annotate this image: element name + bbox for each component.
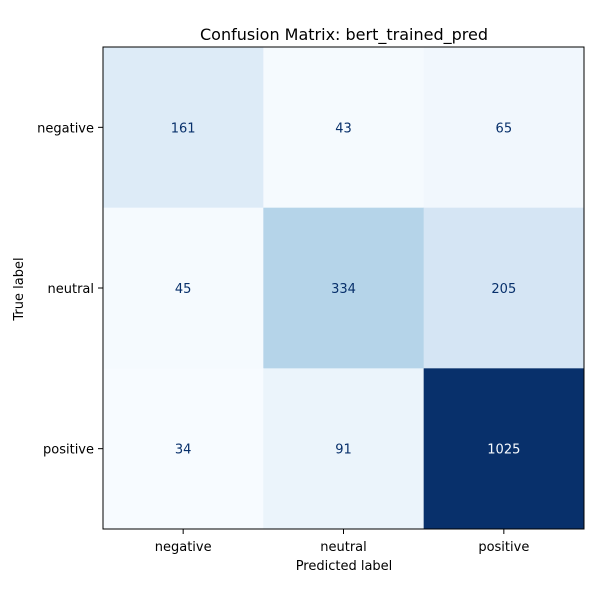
cell-value-positive-negative: 34: [175, 443, 192, 458]
cell-value-neutral-negative: 45: [175, 282, 192, 297]
cell-value-negative-neutral: 43: [335, 121, 352, 136]
x-tick-label-negative: negative: [155, 540, 212, 555]
x-tick-label-neutral: neutral: [320, 540, 367, 555]
y-axis-ticks: negative neutral positive: [37, 121, 103, 458]
matrix-cell-negative-neutral: [263, 47, 425, 209]
cell-value-negative-negative: 161: [171, 121, 196, 136]
cell-value-neutral-positive: 205: [491, 282, 516, 297]
matrix-cell-positive-neutral: [263, 368, 425, 530]
matrix-cell-neutral-positive: [423, 207, 585, 369]
matrix-cell-neutral-neutral: [263, 207, 425, 369]
cell-value-positive-neutral: 91: [335, 443, 352, 458]
cell-value-positive-positive: 1025: [487, 443, 520, 458]
matrix-cells: [103, 47, 585, 530]
cell-value-negative-positive: 65: [496, 121, 513, 136]
matrix-cell-positive-negative: [103, 368, 264, 530]
matrix-cell-neutral-negative: [103, 207, 264, 369]
y-tick-label-neutral: neutral: [48, 282, 95, 297]
chart-title: Confusion Matrix: bert_trained_pred: [200, 25, 488, 45]
matrix-cell-labels: 161 43 65 45 334 205 34 91 1025: [171, 121, 521, 457]
matrix-cell-negative-negative: [103, 47, 264, 209]
y-axis-label: True label: [12, 257, 27, 321]
y-tick-label-negative: negative: [37, 121, 94, 136]
y-tick-label-positive: positive: [43, 443, 94, 458]
x-axis-label: Predicted label: [296, 559, 393, 574]
x-tick-label-positive: positive: [478, 540, 529, 555]
matrix-cell-positive-positive: [423, 368, 585, 530]
x-axis-ticks: negative neutral positive: [155, 529, 529, 555]
matrix-cell-negative-positive: [423, 47, 585, 209]
cell-value-neutral-neutral: 334: [331, 282, 356, 297]
